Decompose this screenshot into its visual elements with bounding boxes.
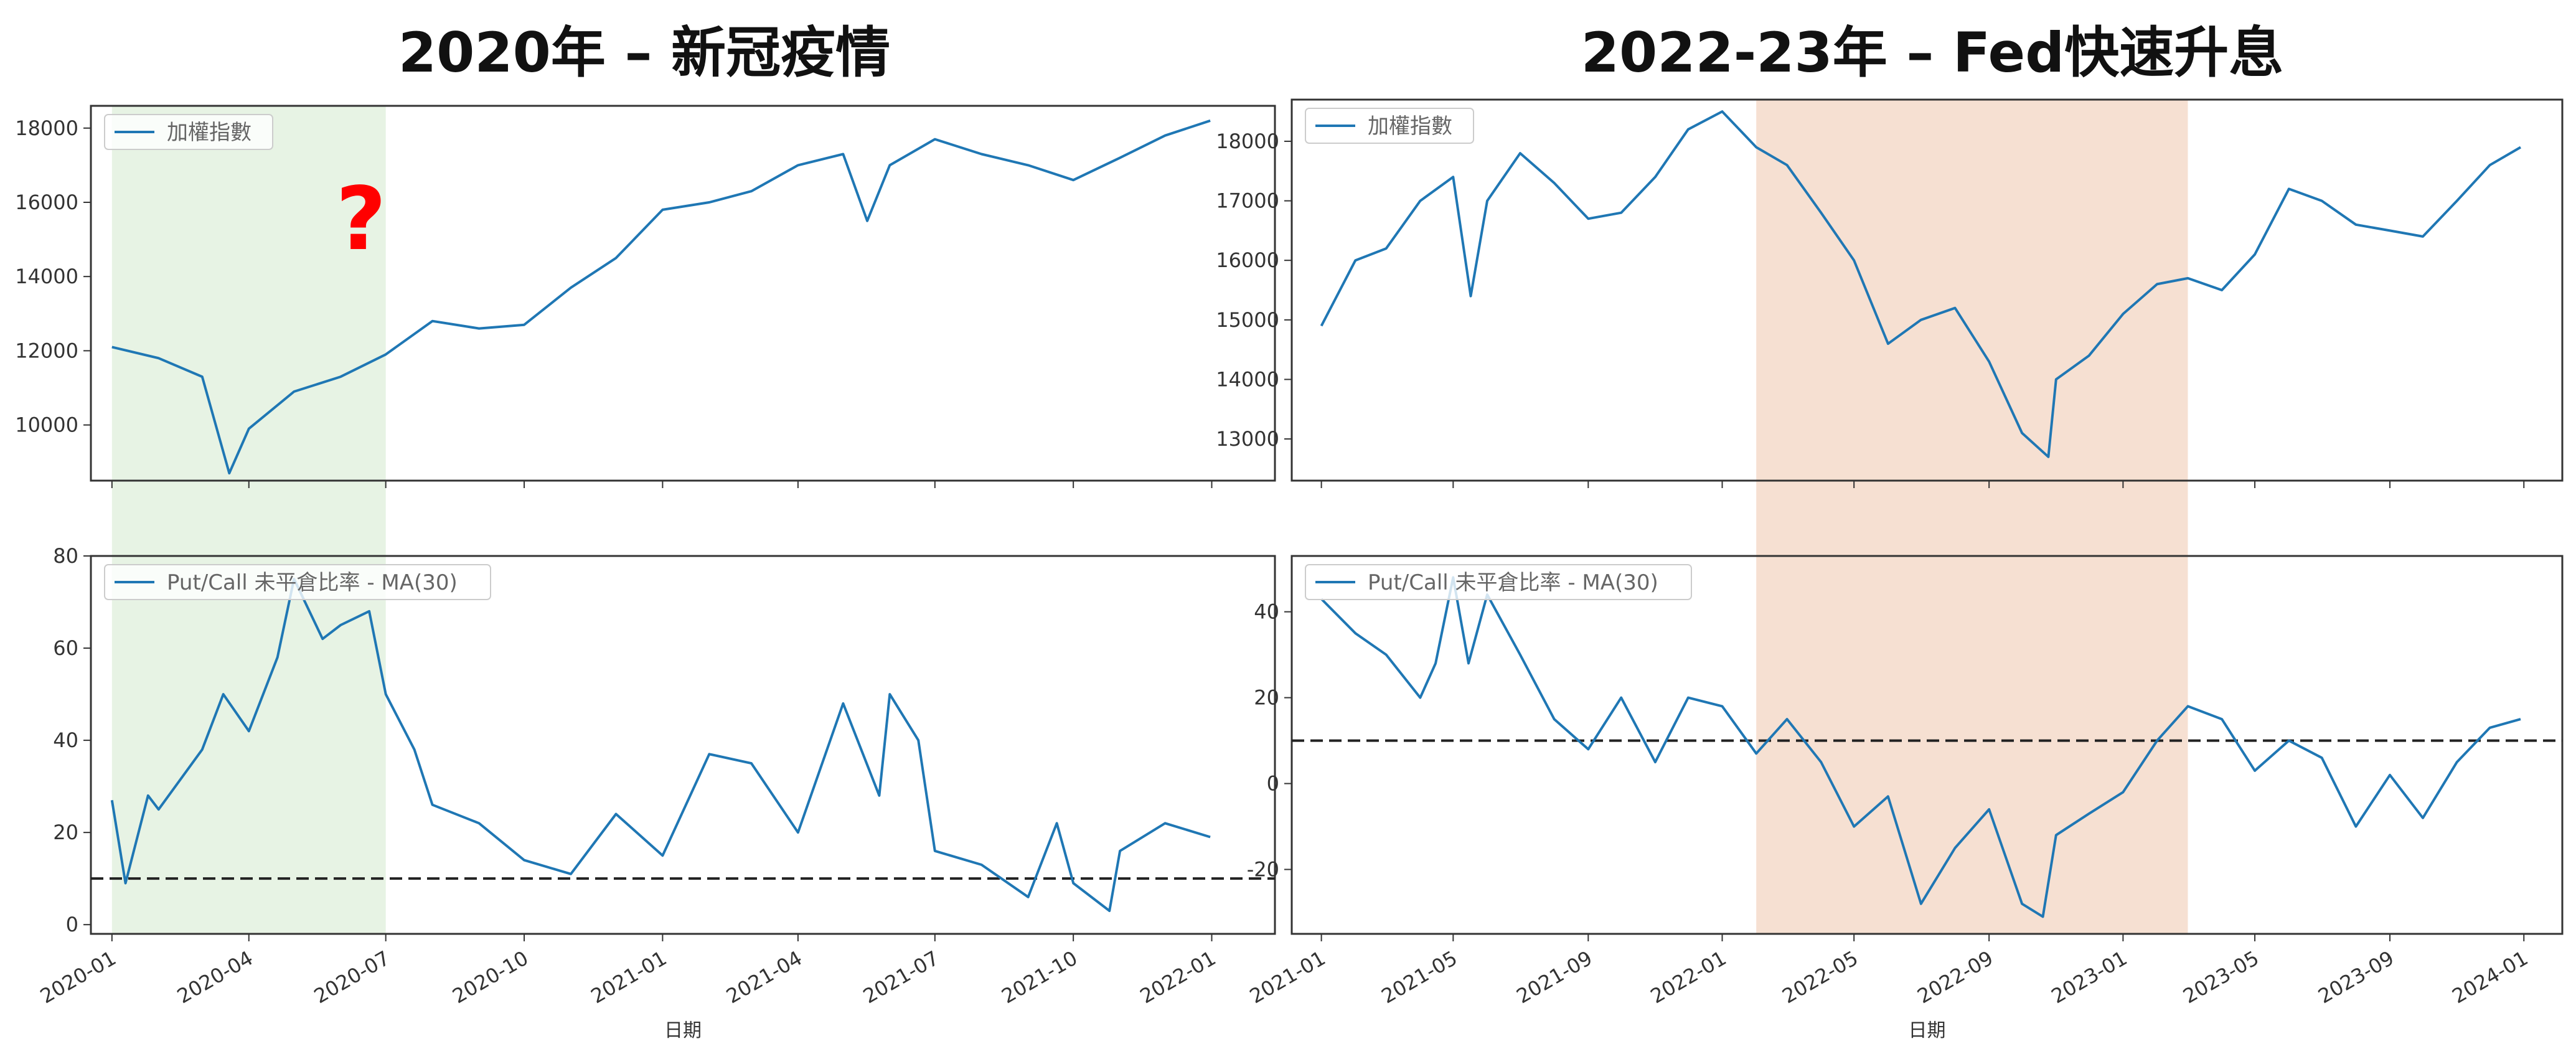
legend-label: 加權指數 — [167, 120, 251, 145]
x-tick-label: 2021-01 — [1246, 946, 1330, 1009]
plot-frame-2 — [90, 555, 1276, 935]
legend-4: Put/Call 未平倉比率 - MA(30) — [1305, 564, 1692, 600]
series-line-3 — [1320, 110, 2522, 458]
x-tick-label: 2022-01 — [1647, 946, 1731, 1009]
y-tick-label: 20 — [1254, 686, 1279, 710]
x-tick-label: 2021-07 — [859, 946, 943, 1009]
x-tick-label: 2021-09 — [1513, 946, 1597, 1009]
y-tick-label: 14000 — [1216, 367, 1279, 391]
x-tick-label: 2023-01 — [2047, 946, 2132, 1009]
y-tick-label: 13000 — [1216, 427, 1279, 451]
x-tick-label: 2024-01 — [2448, 946, 2532, 1009]
legend-box — [1305, 564, 1692, 600]
x-axis-label-right: 日期 — [1909, 1020, 1946, 1042]
y-tick-label: 20 — [53, 821, 78, 844]
y-tick-label: 18000 — [1216, 129, 1279, 153]
series-line-2 — [110, 578, 1211, 912]
y-tick-label: 18000 — [15, 116, 78, 140]
y-tick-label: 12000 — [15, 339, 78, 362]
x-tick-label: 2020-07 — [310, 946, 394, 1009]
y-tick-label: 40 — [1254, 600, 1279, 624]
plot-frame-4 — [1290, 555, 2564, 935]
x-tick-label: 2020-10 — [448, 946, 532, 1009]
legend-label: Put/Call 未平倉比率 - MA(30) — [1368, 570, 1658, 595]
y-tick-label: 60 — [53, 636, 78, 660]
y-tick-label: 0 — [1267, 772, 1279, 796]
y-tick-label: 14000 — [15, 265, 78, 288]
y-tick-label: 15000 — [1216, 308, 1279, 332]
right-panel-title: 2022-23年 – Fed快速升息 — [1581, 21, 2284, 85]
series-line-4 — [1320, 576, 2521, 918]
legend-box — [104, 564, 491, 600]
legend-label: 加權指數 — [1368, 114, 1452, 139]
y-tick-label: 16000 — [1216, 248, 1279, 272]
x-tick-label: 2022-05 — [1778, 946, 1862, 1009]
y-tick-label: 16000 — [15, 191, 78, 214]
legend-3: 加權指數 — [1305, 108, 1474, 144]
x-tick-label: 2021-01 — [587, 946, 671, 1009]
legend-1: 加權指數 — [104, 114, 273, 150]
x-tick-label: 2021-05 — [1378, 946, 1462, 1009]
x-tick-label: 2022-01 — [1136, 946, 1220, 1009]
y-tick-label: 40 — [53, 728, 78, 752]
x-tick-label: 2021-04 — [722, 946, 806, 1009]
x-tick-label: 2021-10 — [997, 946, 1081, 1009]
x-tick-label: 2020-01 — [36, 946, 120, 1009]
plot-frame-3 — [1290, 98, 2564, 482]
y-tick-label: 10000 — [15, 413, 78, 437]
covid-period-band — [111, 106, 386, 934]
y-tick-label: 0 — [66, 913, 78, 936]
plot-frame-1 — [90, 105, 1276, 482]
series-line-1 — [111, 119, 1211, 475]
legend-2: Put/Call 未平倉比率 - MA(30) — [104, 564, 491, 600]
x-tick-label: 2020-04 — [173, 946, 257, 1009]
y-tick-label: 17000 — [1216, 189, 1279, 213]
rate-hike-period-band — [1756, 100, 2188, 934]
left-panel-title: 2020年 – 新冠疫情 — [398, 21, 891, 85]
y-tick-label: -20 — [1247, 858, 1279, 882]
x-tick-label: 2023-09 — [2314, 946, 2398, 1009]
question-mark-annotation: ? — [336, 169, 386, 270]
legend-box — [104, 114, 273, 150]
x-axis-label-left: 日期 — [664, 1020, 702, 1042]
y-tick-label: 80 — [53, 544, 78, 568]
x-tick-label: 2023-05 — [2179, 946, 2263, 1009]
legend-box — [1305, 108, 1474, 144]
legend-label: Put/Call 未平倉比率 - MA(30) — [167, 570, 458, 595]
x-tick-label: 2022-09 — [1913, 946, 1997, 1009]
